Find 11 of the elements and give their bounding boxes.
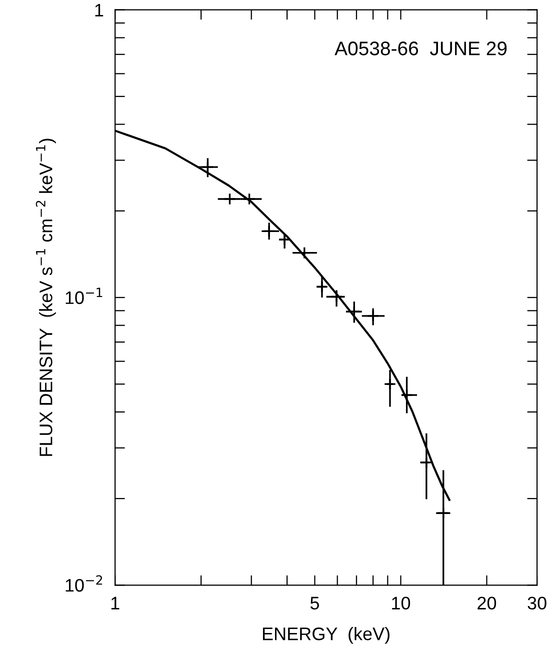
y-tick-label: 10$^{−1}$ bbox=[66, 288, 102, 304]
y-tick-label: 1 bbox=[95, 4, 104, 16]
y-axis-title: FLUX DENSITY (keV s$^{−1}$ cm$^{−2}$ keV$^{−1}$) bbox=[36, 138, 56, 456]
annotation: A0538-66 JUNE 29 bbox=[334, 42, 507, 56]
y-tick-label: 10$^{−2}$ bbox=[66, 575, 102, 592]
x-tick-label: 10 bbox=[392, 596, 410, 610]
x-tick-label: 5 bbox=[310, 596, 320, 610]
x-tick-label: 20 bbox=[478, 596, 496, 610]
x-tick-label: 30 bbox=[528, 596, 546, 610]
x-tick-label: 1 bbox=[111, 596, 120, 610]
x-axis-title: ENERGY (keV) bbox=[262, 626, 390, 644]
